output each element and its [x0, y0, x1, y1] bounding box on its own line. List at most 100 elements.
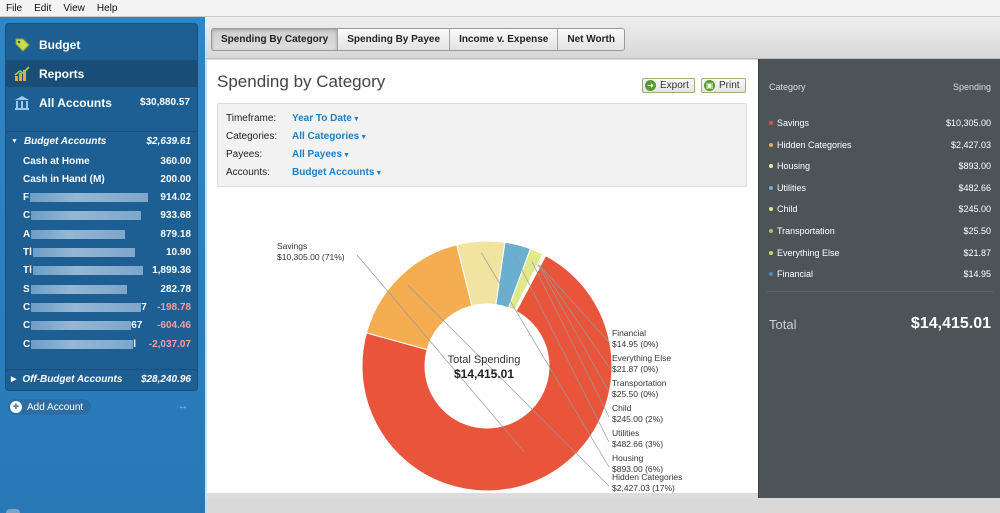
slice-value-label: $10,305.00 (71%) [277, 252, 345, 262]
leader-line [539, 265, 610, 343]
menu-bar: File Edit View Help [0, 0, 1000, 17]
account-balance: -2,037.07 [148, 338, 191, 350]
categories-dropdown[interactable]: All Categories▼ [292, 130, 368, 142]
summary-row[interactable]: Utilities $482.66 [769, 180, 991, 196]
slice-hidden-categories[interactable] [365, 244, 473, 351]
account-row[interactable]: A 879.18 [5, 225, 198, 243]
timeframe-dropdown[interactable]: Year To Date▼ [292, 112, 360, 124]
sidebar-item-budget[interactable]: Budget [5, 31, 198, 58]
menu-file[interactable]: File [6, 2, 23, 14]
sidebar-item-reports[interactable]: Reports [5, 60, 198, 87]
account-row[interactable]: S 282.78 [5, 280, 198, 298]
summary-header-spending: Spending [952, 82, 991, 92]
tab-net-worth[interactable]: Net Worth [558, 29, 624, 50]
account-row[interactable]: Tl 10.90 [5, 244, 198, 262]
caret-down-icon: ▼ [375, 169, 383, 177]
filter-label: Timeframe: [226, 112, 277, 124]
summary-amount: $482.66 [958, 182, 991, 193]
redacted-text [30, 193, 149, 203]
total-amount: $14,415.01 [910, 315, 991, 332]
tab-spending-by-payee[interactable]: Spending By Payee [338, 29, 451, 50]
filter-timeframe: Timeframe: Year To Date▼ [226, 110, 726, 126]
legend-dot-icon [769, 142, 773, 147]
leader-line [480, 252, 610, 468]
menu-edit[interactable]: Edit [34, 2, 52, 14]
print-button[interactable]: ▣ Print [701, 78, 746, 93]
account-row[interactable]: Tl 1,899.36 [5, 262, 198, 280]
triangle-down-icon[interactable]: ▼ [11, 137, 18, 145]
caret-down-icon: ▼ [352, 115, 360, 123]
account-row[interactable]: F 914.02 [5, 189, 198, 207]
legend-dot-icon [769, 164, 773, 169]
redacted-text [31, 339, 134, 349]
menu-help[interactable]: Help [96, 2, 118, 14]
summary-amount: $25.50 [963, 226, 991, 236]
filter-payees: Payees: All Payees▼ [226, 146, 726, 162]
resize-arrows-icon[interactable]: ↔ [178, 401, 188, 412]
budget-accounts-header[interactable]: ▼ Budget Accounts $2,639.61 [5, 131, 198, 151]
caret-down-icon: ▼ [360, 133, 368, 141]
report-tab-bar: Spending By Category Spending By Payee I… [205, 17, 1000, 59]
account-row[interactable]: C 933.68 [5, 207, 198, 225]
slice-value-label: $21.87 (0%) [612, 364, 658, 374]
bar-chart-icon [13, 65, 31, 83]
arrow-right-icon: ➜ [645, 80, 656, 91]
account-name-suffix: l [133, 338, 137, 350]
export-button[interactable]: ➜ Export [642, 78, 695, 93]
account-name: S [23, 283, 30, 295]
slice-label: Hidden Categories [612, 472, 682, 482]
slice-label: Housing [612, 453, 643, 463]
summary-amount: $245.00 [958, 204, 991, 215]
account-balance: 879.18 [160, 228, 191, 240]
account-row[interactable]: Cash in Hand (M) 200.00 [5, 170, 198, 188]
legend-dot-icon [769, 185, 773, 190]
summary-row[interactable]: Housing $893.00 [769, 158, 991, 174]
group-amount: $2,639.61 [146, 135, 192, 147]
tab-spending-by-category[interactable]: Spending By Category [212, 29, 339, 50]
accounts-dropdown[interactable]: Budget Accounts▼ [292, 166, 383, 178]
legend-dot-icon [769, 121, 773, 125]
menu-view[interactable]: View [63, 2, 85, 14]
triangle-right-icon[interactable]: ▶ [11, 376, 17, 383]
summary-amount: $21.87 [963, 247, 991, 258]
account-name: C [23, 338, 31, 350]
export-label: Export [660, 80, 689, 91]
account-balance: 282.78 [160, 283, 191, 295]
sidebar-item-all-accounts[interactable]: All Accounts $30,880.57 [5, 89, 198, 116]
add-account-button[interactable]: + Add Account [8, 399, 92, 415]
group-label: Budget Accounts [23, 135, 107, 147]
summary-row[interactable]: Hidden Categories $2,427.03 [769, 137, 991, 153]
sidebar-item-label: Budget [39, 37, 81, 52]
bottom-strip [205, 498, 1000, 513]
legend-dot-icon [769, 207, 773, 212]
summary-header: Category Spending [769, 82, 991, 92]
leader-line [356, 254, 525, 453]
summary-row[interactable]: Savings $10,305.00 [769, 115, 991, 131]
summary-amount: $14.95 [963, 269, 991, 280]
redacted-text [31, 321, 132, 331]
slice-value-label: $2,427.03 (17%) [612, 483, 675, 493]
sidebar-nav: Budget Reports All Accounts $30,880.57 [5, 23, 198, 135]
category-summary-panel: Category Spending Savings $10,305.00 Hidde… [758, 59, 1000, 498]
center-value: $14,415.01 [454, 367, 514, 381]
spending-donut-chart[interactable]: Savings$10,305.00 (71%) Hidden Categories… [207, 210, 758, 493]
account-row[interactable]: C 7 -198.78 [5, 298, 198, 316]
slice-savings[interactable] [361, 254, 613, 492]
slice-label: Transportation [612, 378, 667, 388]
summary-amount: $2,427.03 [950, 139, 991, 150]
summary-row[interactable]: Transportation $25.50 [769, 223, 991, 239]
slice-value-label: $893.00 (6%) [612, 464, 663, 474]
tab-income-v-expense[interactable]: Income v. Expense [450, 29, 559, 50]
summary-row[interactable]: Financial $14.95 [769, 266, 991, 282]
account-row[interactable]: Cash at Home 360.00 [5, 152, 198, 170]
summary-row[interactable]: Child $245.00 [769, 201, 991, 217]
summary-row[interactable]: Everything Else $21.87 [769, 245, 991, 261]
redacted-text [32, 248, 135, 257]
leader-line [407, 284, 610, 487]
payees-dropdown[interactable]: All Payees▼ [292, 148, 350, 160]
account-row[interactable]: C 67 -604.46 [5, 317, 198, 335]
total-label: Total [769, 316, 797, 332]
summary-amount: $10,305.00 [945, 118, 991, 128]
off-budget-accounts-header[interactable]: ▶ Off-Budget Accounts $28,240.96 [5, 369, 198, 389]
